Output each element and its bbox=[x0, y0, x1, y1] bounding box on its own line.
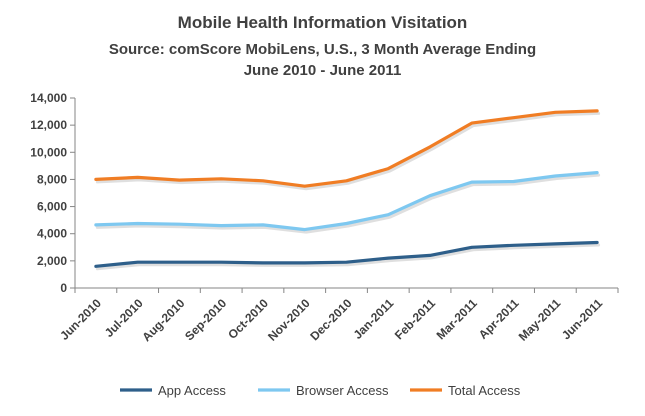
series-shadow bbox=[95, 111, 601, 191]
y-tick-label: 12,000 bbox=[30, 118, 67, 132]
series-shadow bbox=[95, 243, 601, 271]
x-axis-labels: Jun-2010Jul-2010Aug-2010Sep-2010Oct-2010… bbox=[57, 296, 605, 344]
x-tick-label: Aug-2010 bbox=[139, 296, 187, 344]
legend-label: Browser Access bbox=[296, 383, 389, 398]
x-tick-label: Oct-2010 bbox=[225, 296, 271, 342]
series-line-browser-access bbox=[94, 171, 599, 232]
x-tick-label: Nov-2010 bbox=[265, 296, 313, 344]
y-tick-label: 8,000 bbox=[37, 172, 67, 186]
legend: App Access Browser Access Total Access bbox=[120, 383, 521, 398]
y-tick-label: 10,000 bbox=[30, 145, 67, 159]
y-tick-label: 14,000 bbox=[30, 91, 67, 105]
y-tick-label: 4,000 bbox=[37, 227, 67, 241]
y-tick-label: 2,000 bbox=[37, 254, 67, 268]
y-tick-label: 0 bbox=[60, 281, 67, 295]
x-tick-label: Sep-2010 bbox=[182, 296, 229, 343]
chart-subtitle: Source: comScore MobiLens, U.S., 3 Month… bbox=[108, 41, 537, 79]
series-shadow bbox=[95, 173, 601, 234]
x-tick-label: Jan-2011 bbox=[351, 296, 397, 342]
series-line-app-access bbox=[94, 240, 599, 268]
x-tick-label: Jun-2010 bbox=[57, 296, 104, 343]
x-tick-label: Mar-2011 bbox=[434, 296, 480, 342]
y-tick-label: 6,000 bbox=[37, 200, 67, 214]
chart-title: Mobile Health Information Visitation bbox=[177, 13, 468, 32]
legend-label: App Access bbox=[158, 383, 226, 398]
chart-axes bbox=[70, 97, 619, 293]
legend-label: Total Access bbox=[448, 383, 521, 398]
x-tick-label: Apr-2011 bbox=[476, 296, 522, 342]
series-line-total-access bbox=[94, 109, 599, 188]
series-layer bbox=[94, 109, 601, 271]
x-tick-label: Jun-2011 bbox=[559, 296, 605, 342]
x-tick-label: May-2011 bbox=[516, 296, 564, 344]
x-tick-label: Feb-2011 bbox=[392, 296, 438, 342]
y-axis-labels: 0 2,000 4,000 6,000 8,000 10,000 12,000 14,000 bbox=[30, 91, 67, 295]
x-tick-label: Dec-2010 bbox=[307, 296, 354, 343]
